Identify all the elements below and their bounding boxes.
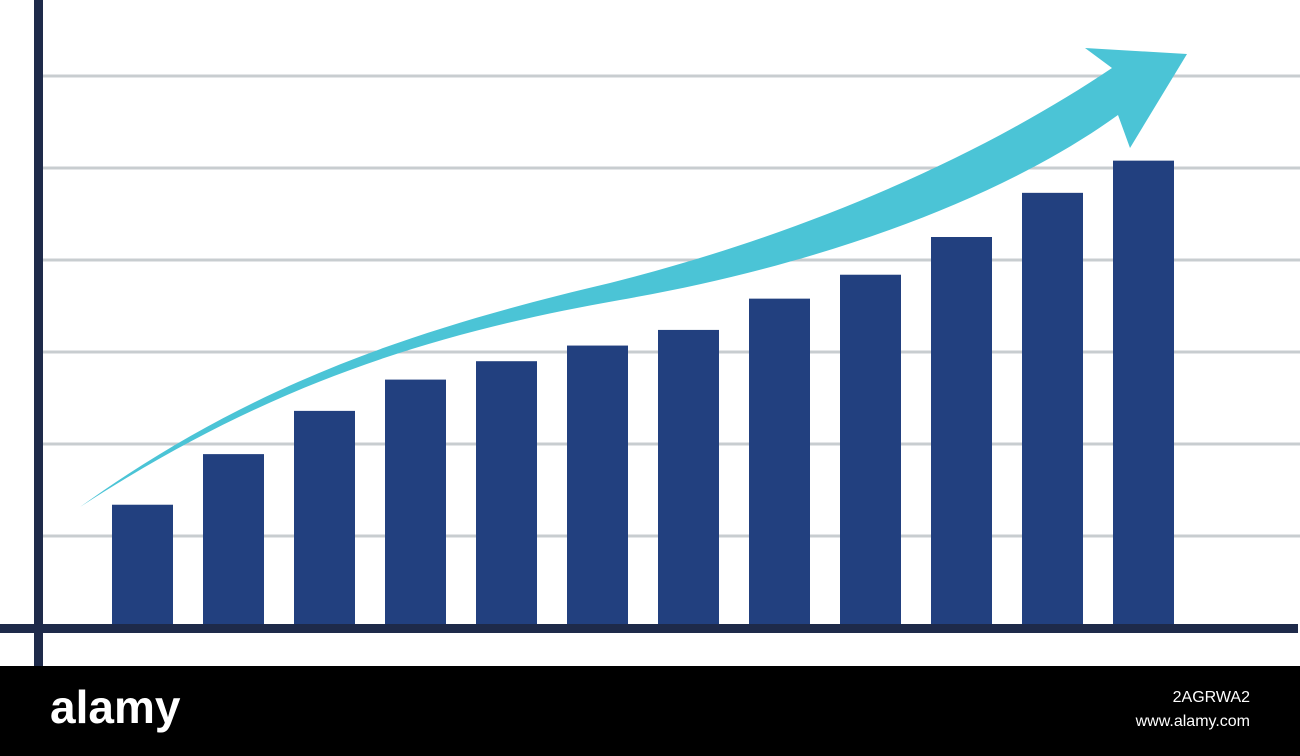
bar [931,237,992,628]
bar [567,345,628,628]
bar [476,361,537,628]
bar [658,329,719,628]
bar [749,298,810,628]
bar [1113,160,1174,628]
footer-band [0,666,1300,756]
footer-brand: alamy [50,681,181,733]
bars [112,160,1174,628]
bar [112,504,173,628]
bar [385,379,446,628]
x-axis-line [0,624,1298,633]
footer-image-id: 2AGRWA2 [1173,689,1250,706]
bar [294,410,355,628]
y-axis-line [34,0,43,666]
footer-url: www.alamy.com [1135,713,1250,730]
bar [203,454,264,628]
bar [1022,192,1083,628]
bar [840,274,901,628]
trend-arrow [80,48,1187,507]
